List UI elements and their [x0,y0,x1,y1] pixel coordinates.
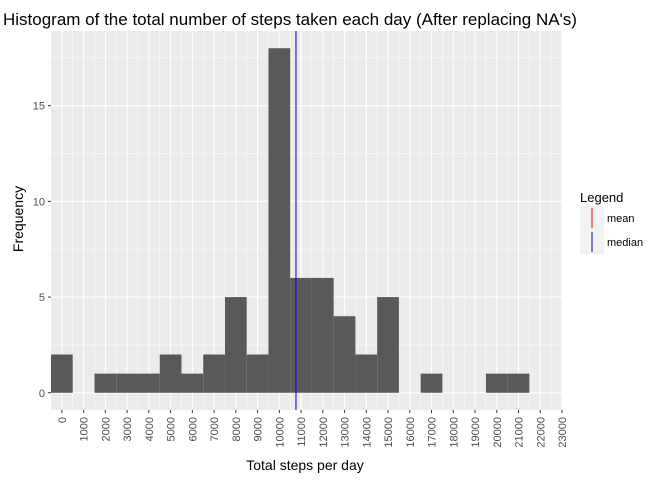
x-tick-label: 8000 [231,417,243,441]
x-tick-label: 16000 [405,417,417,448]
histogram-bar [290,277,312,393]
histogram-bar [94,373,117,393]
x-tick-label: 4000 [144,417,156,441]
x-tick-label: 3000 [122,417,134,441]
histogram-bar [311,277,334,393]
x-axis: 0 1000 2000 3000 4000 5000 6000 7000 8000 9000 100… [57,410,569,448]
histogram-bar [159,354,182,393]
legend: Legend mean median [580,190,643,254]
chart-title: Histogram of the total number of steps t… [3,10,577,29]
x-tick-label: 0 [57,417,69,423]
x-axis-title: Total steps per day [246,457,364,473]
x-tick-label: 22000 [535,417,547,448]
y-tick-label: 10 [33,196,45,208]
x-tick-label: 23000 [557,417,569,448]
histogram-bar [420,373,443,393]
x-tick-label: 6000 [187,417,199,441]
histogram-bar [333,316,356,393]
x-tick-label: 17000 [427,417,439,448]
x-tick-label: 5000 [166,417,178,441]
histogram-bar [246,354,269,393]
histogram-bar [116,373,138,393]
histogram-bar [355,354,378,393]
legend-label-median: median [607,237,643,249]
histogram-bar [507,373,530,393]
x-tick-label: 14000 [361,417,373,448]
x-tick-label: 15000 [383,417,395,448]
y-axis-title: Frequency [10,186,26,252]
legend-title: Legend [580,190,623,205]
histogram-bar [377,297,399,393]
x-tick-label: 21000 [514,417,526,448]
x-tick-label: 1000 [79,417,91,441]
histogram-bars [51,48,530,393]
x-tick-label: 2000 [100,417,112,441]
histogram-bar [203,354,225,393]
y-tick-label: 15 [33,101,45,113]
histogram-bar [224,297,247,393]
histogram-bar [485,373,508,393]
y-tick-label: 5 [39,292,45,304]
legend-label-mean: mean [607,213,635,225]
x-tick-label: 7000 [209,417,221,441]
y-tick-label: 0 [39,388,45,400]
x-tick-label: 13000 [340,417,352,448]
histogram-bar [181,373,204,393]
x-tick-label: 19000 [470,417,482,448]
x-tick-label: 12000 [318,417,330,448]
x-tick-label: 10000 [274,417,286,448]
y-axis: 0 5 10 15 [33,101,51,400]
x-tick-label: 11000 [296,417,308,447]
histogram-bar [268,48,291,393]
x-tick-label: 20000 [492,417,504,448]
histogram-bar [137,373,160,393]
x-tick-label: 9000 [253,417,265,441]
histogram-bar [51,354,73,393]
x-tick-label: 18000 [448,417,460,448]
